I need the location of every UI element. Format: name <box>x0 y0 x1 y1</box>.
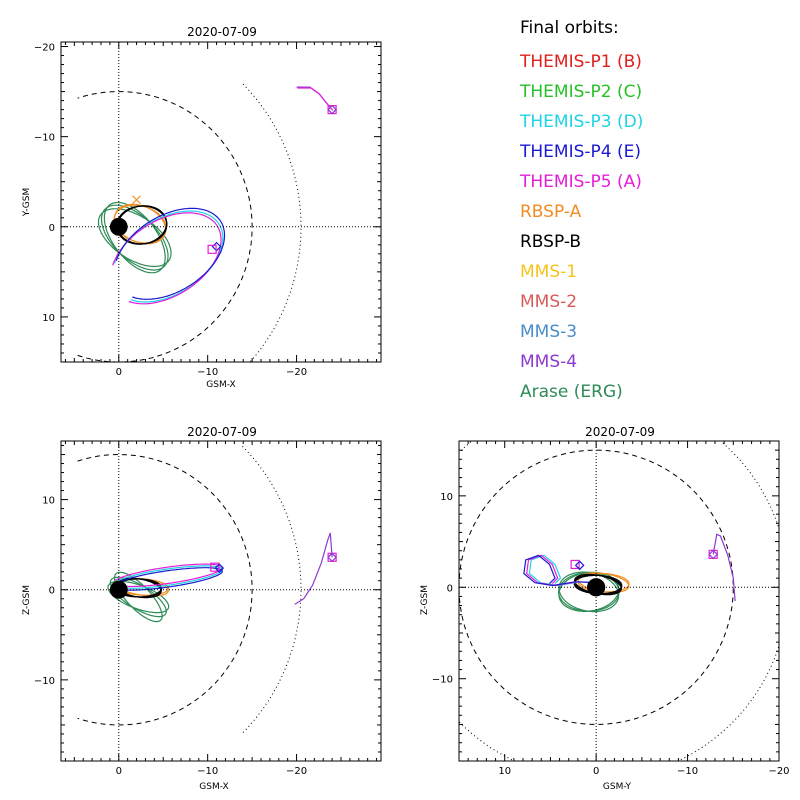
earth <box>587 578 606 597</box>
panel-xy-orbits <box>77 83 337 362</box>
panel-xz-ylabel: Z-GSM <box>22 585 32 615</box>
square-marker <box>570 559 580 570</box>
x-tick-label: −10 <box>677 766 698 777</box>
panel-yz: 2020-07-09 10 0 −10 −20 −10 0 10 GSM-Y Z-GSM <box>420 425 790 792</box>
y-tick-label: 10 <box>440 492 453 503</box>
y-tick-label: −10 <box>34 133 55 144</box>
panel-xy-frame <box>60 41 382 363</box>
legend-item-themis-p3-d: THEMIS-P3 (D) <box>520 112 644 132</box>
square-marker <box>207 244 217 254</box>
diamond-marker <box>708 549 719 560</box>
panel-xz-xlabel: GSM-X <box>199 782 228 792</box>
arase-orbit <box>558 571 620 613</box>
y-tick-label: 0 <box>49 223 55 234</box>
mms-orbit <box>712 533 736 602</box>
legend-item-mms-2: MMS-2 <box>520 292 578 312</box>
x-tick-label: 0 <box>116 367 122 378</box>
x-tick-label: 0 <box>593 766 599 777</box>
bow-shock-boundary <box>242 83 302 362</box>
magnetopause-boundary <box>77 91 253 362</box>
rbsp-b-orbit <box>116 205 168 245</box>
rbsp-b-orbit <box>574 573 622 596</box>
themis-p4-orbit <box>523 554 599 587</box>
themis-p4-orbit <box>115 567 223 591</box>
panel-xz: 2020-07-09 0 −10 −20 −10 0 10 GSM-X Z-GSM <box>22 425 382 792</box>
x-tick-label: −20 <box>286 367 307 378</box>
mms-orbit <box>294 532 333 605</box>
y-tick-label: 0 <box>447 583 453 594</box>
legend-item-mms-1: MMS-1 <box>520 262 578 282</box>
legend-title: Final orbits: <box>520 18 619 38</box>
legend-item-mms-3: MMS-3 <box>520 322 578 342</box>
panel-xy-ticks: 0 −10 −20 −20 −10 0 10 <box>34 42 381 378</box>
magnetopause-boundary <box>77 454 253 726</box>
legend-item-rbsp-a: RBSP-A <box>520 202 582 222</box>
panel-xy: 2020-07-09 0 −10 −20 −20 −10 0 10 GSM-X Y-GSM <box>22 25 382 390</box>
panel-yz-ylabel: Z-GSM <box>420 585 430 615</box>
legend-item-rbsp-b: RBSP-B <box>520 232 582 252</box>
panel-yz-xlabel: GSM-Y <box>603 782 632 792</box>
x-tick-label: −10 <box>197 367 218 378</box>
y-tick-label: 10 <box>42 496 55 507</box>
x-marker <box>132 195 141 205</box>
panel-xz-ticks: 0 −10 −20 −10 0 10 <box>34 441 381 777</box>
legend-item-mms-4: MMS-4 <box>520 352 578 372</box>
arase-orbit <box>107 580 170 614</box>
panel-xy-xlabel: GSM-X <box>206 380 235 390</box>
x-tick-label: −20 <box>286 766 307 777</box>
diamond-marker <box>214 563 225 573</box>
legend-item-themis-p2-c: THEMIS-P2 (C) <box>520 82 643 102</box>
panel-xz-title: 2020-07-09 <box>187 425 257 439</box>
x-tick-label: −10 <box>197 766 218 777</box>
y-tick-label: −10 <box>34 676 55 687</box>
legend-item-arase-erg: Arase (ERG) <box>520 382 623 402</box>
panel-yz-ticks: 10 0 −10 −20 −10 0 10 <box>432 440 790 777</box>
x-tick-label: −20 <box>768 766 789 777</box>
y-tick-label: −20 <box>34 43 55 54</box>
themis-p3-orbit <box>113 210 224 303</box>
legend-item-themis-p5-a: THEMIS-P5 (A) <box>520 172 642 192</box>
arase-orbit <box>103 201 166 274</box>
panel-xy-title: 2020-07-09 <box>187 25 257 39</box>
square-marker <box>210 562 220 572</box>
panel-xz-orbits <box>77 445 337 734</box>
y-tick-label: −10 <box>432 675 453 686</box>
panel-xz-frame <box>60 440 382 762</box>
y-tick-label: 10 <box>42 313 55 324</box>
panel-xy-ylabel: Y-GSM <box>22 188 32 217</box>
legend-item-themis-p4-e: THEMIS-P4 (E) <box>520 142 641 162</box>
arase-orbit <box>100 204 169 271</box>
bow-shock-boundary <box>242 445 302 734</box>
panel-yz-title: 2020-07-09 <box>585 425 655 439</box>
themis-p5-orbit <box>112 212 222 305</box>
legend-item-themis-p1-b: THEMIS-P1 (B) <box>520 52 642 72</box>
themis-p4-orbit <box>115 207 226 300</box>
panel-yz-frame <box>458 440 780 762</box>
y-tick-label: 0 <box>49 586 55 597</box>
x-tick-label: 0 <box>116 766 122 777</box>
diamond-marker <box>327 552 337 563</box>
diamond-marker <box>574 560 585 571</box>
x-tick-label: 10 <box>498 766 511 777</box>
rbsp-b-orbit <box>573 574 623 595</box>
diamond-marker <box>327 104 337 115</box>
